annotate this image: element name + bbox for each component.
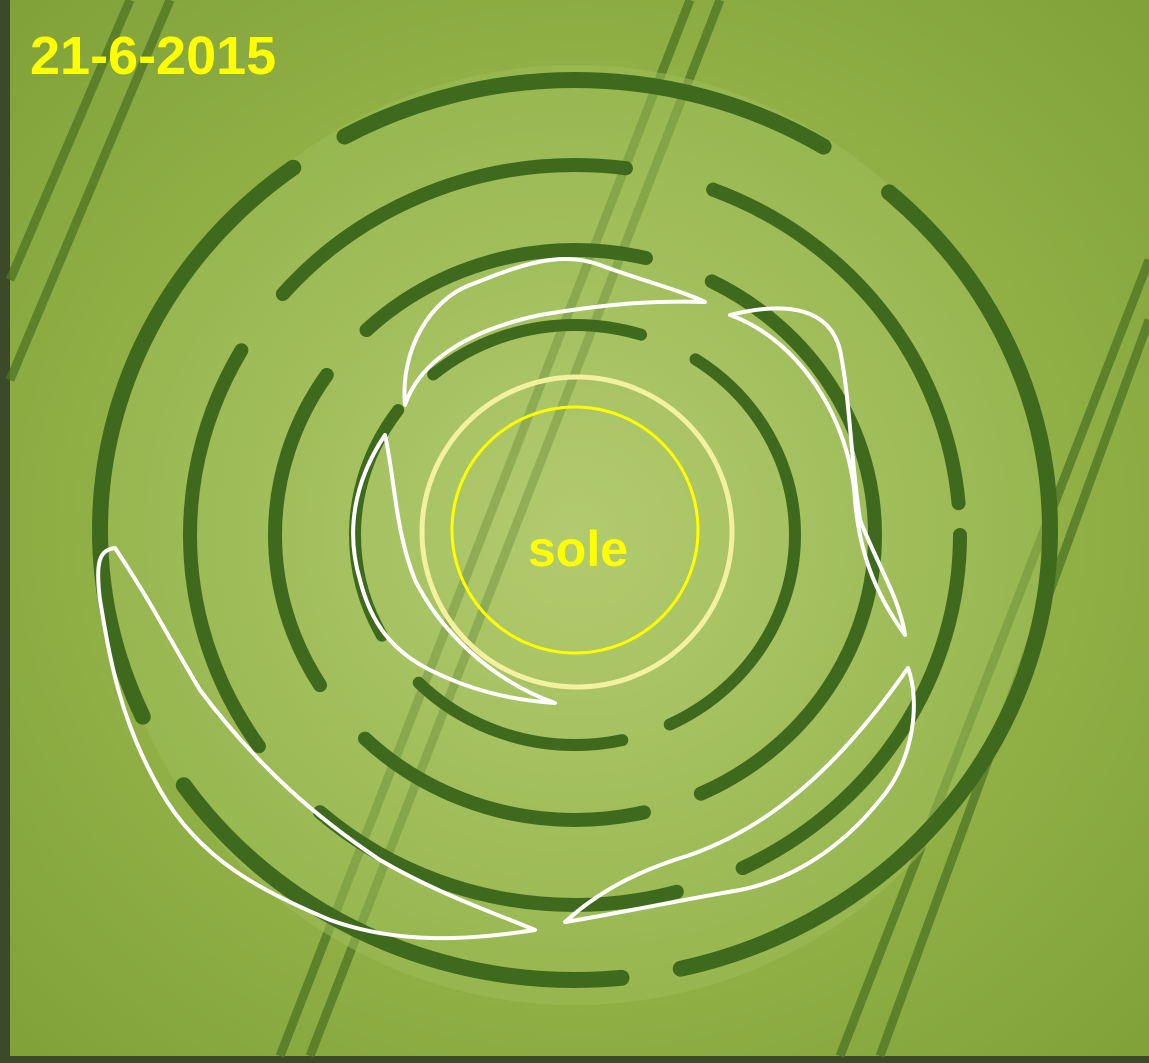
outline-shapes xyxy=(96,256,916,941)
outer-sun-circle xyxy=(419,374,735,690)
date-label: 21-6-2015 xyxy=(30,26,276,86)
inner-sun-circle xyxy=(450,405,700,655)
crop-circle-area xyxy=(105,65,1045,1005)
center-label: sole xyxy=(528,521,628,577)
dark-rings xyxy=(92,72,1058,988)
